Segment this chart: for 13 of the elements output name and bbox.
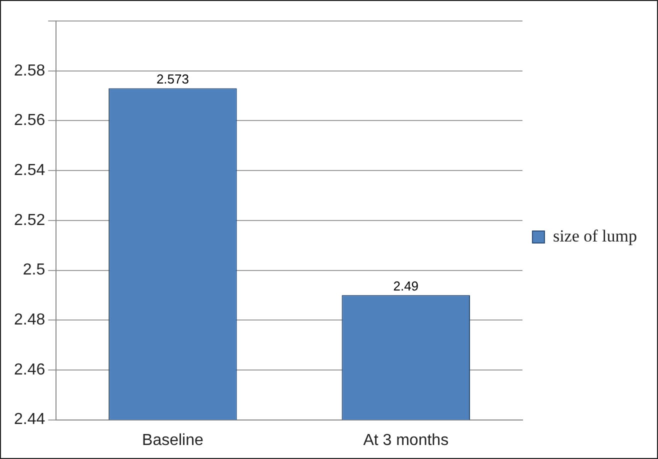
- data-label: 2.49: [393, 278, 419, 294]
- data-label: 2.573: [156, 71, 189, 86]
- y-tick-label: 2.48: [14, 312, 46, 329]
- y-tick-label: 2.56: [14, 112, 46, 130]
- x-tick-label: Baseline: [142, 432, 204, 449]
- y-tick-label: 2.54: [14, 162, 46, 179]
- y-tick-label: 2.46: [14, 361, 46, 378]
- y-tick-label: 2.5: [22, 262, 46, 279]
- x-tick-label: At 3 months: [363, 432, 449, 449]
- y-tick-label: 2.58: [14, 62, 46, 80]
- y-tick-label: 2.52: [14, 212, 46, 229]
- y-tick-label: 2.44: [14, 411, 46, 428]
- legend-label: size of lump: [552, 226, 638, 246]
